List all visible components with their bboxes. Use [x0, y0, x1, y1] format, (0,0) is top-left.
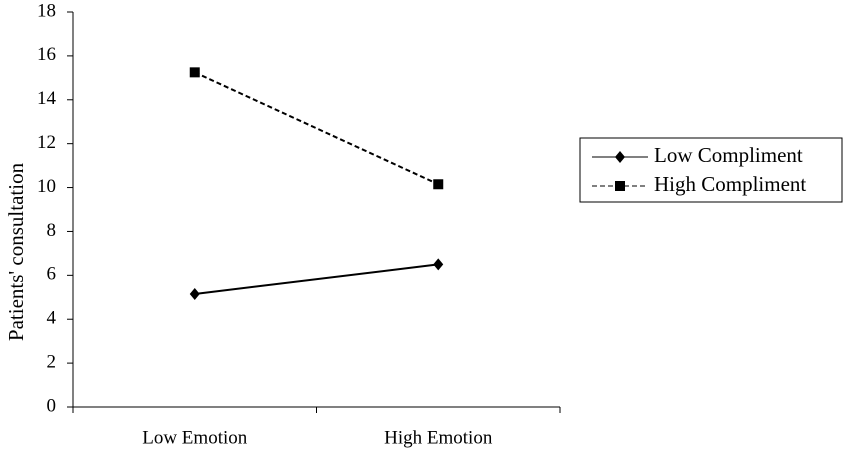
- y-tick-label: 16: [37, 44, 56, 65]
- y-tick-label: 18: [37, 0, 56, 21]
- y-tick-label: 2: [47, 351, 57, 372]
- data-point: [433, 179, 444, 190]
- y-axis-label: Patients' consultation: [4, 162, 28, 341]
- legend-box: [579, 137, 843, 203]
- legend-label: High Compliment: [654, 172, 806, 196]
- x-tick-label: Low Emotion: [142, 427, 248, 448]
- y-tick-label: 10: [37, 176, 56, 197]
- legend-marker: [615, 151, 625, 163]
- y-tick-label: 14: [37, 88, 57, 109]
- series-line: [194, 263, 439, 295]
- y-tick-label: 6: [47, 264, 57, 285]
- legend-marker: [615, 181, 625, 191]
- y-tick-label: 12: [37, 132, 56, 153]
- y-tick-label: 0: [47, 395, 57, 416]
- data-point: [189, 287, 200, 300]
- data-point: [433, 258, 444, 271]
- y-tick-label: 4: [47, 308, 57, 329]
- data-point: [189, 67, 200, 78]
- x-tick-label: High Emotion: [384, 427, 493, 448]
- y-tick-label: 8: [47, 220, 57, 241]
- series-line: [194, 71, 439, 186]
- legend-label: Low Compliment: [654, 143, 803, 167]
